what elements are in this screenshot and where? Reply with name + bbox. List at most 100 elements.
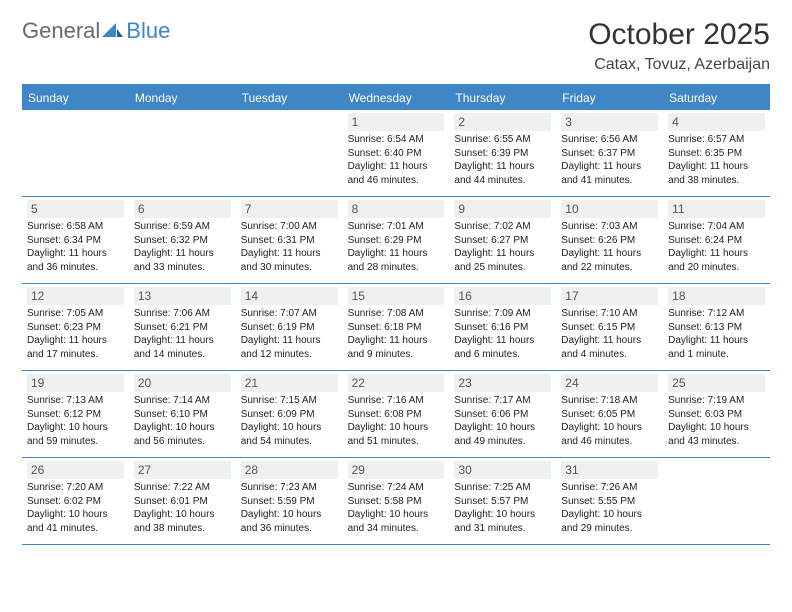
daylight-line: Daylight: 11 hours and 20 minutes.: [668, 247, 765, 274]
calendar-week-row: 5Sunrise: 6:58 AMSunset: 6:34 PMDaylight…: [22, 197, 770, 284]
header: General Blue October 2025 Catax, Tovuz, …: [22, 18, 770, 74]
day-number: 7: [241, 200, 338, 218]
sunrise-line: Sunrise: 7:16 AM: [348, 394, 445, 408]
sunset-line: Sunset: 6:18 PM: [348, 321, 445, 335]
day-number: 16: [454, 287, 551, 305]
calendar-day-cell: 2Sunrise: 6:55 AMSunset: 6:39 PMDaylight…: [449, 110, 556, 196]
sunset-line: Sunset: 5:59 PM: [241, 495, 338, 509]
sunrise-line: Sunrise: 7:25 AM: [454, 481, 551, 495]
daylight-line: Daylight: 11 hours and 22 minutes.: [561, 247, 658, 274]
day-header: Thursday: [449, 86, 556, 110]
day-number: 17: [561, 287, 658, 305]
calendar-day-cell: 16Sunrise: 7:09 AMSunset: 6:16 PMDayligh…: [449, 284, 556, 370]
sunset-line: Sunset: 6:19 PM: [241, 321, 338, 335]
sunset-line: Sunset: 6:21 PM: [134, 321, 231, 335]
sunset-line: Sunset: 6:26 PM: [561, 234, 658, 248]
sunrise-line: Sunrise: 7:05 AM: [27, 307, 124, 321]
day-header: Wednesday: [343, 86, 450, 110]
day-number: 3: [561, 113, 658, 131]
sunrise-line: Sunrise: 7:00 AM: [241, 220, 338, 234]
daylight-line: Daylight: 10 hours and 31 minutes.: [454, 508, 551, 535]
calendar-day-cell: 8Sunrise: 7:01 AMSunset: 6:29 PMDaylight…: [343, 197, 450, 283]
calendar-day-cell: 3Sunrise: 6:56 AMSunset: 6:37 PMDaylight…: [556, 110, 663, 196]
calendar-day-cell: 23Sunrise: 7:17 AMSunset: 6:06 PMDayligh…: [449, 371, 556, 457]
day-number: 1: [348, 113, 445, 131]
sunset-line: Sunset: 6:39 PM: [454, 147, 551, 161]
sunset-line: Sunset: 6:31 PM: [241, 234, 338, 248]
calendar-day-cell: 12Sunrise: 7:05 AMSunset: 6:23 PMDayligh…: [22, 284, 129, 370]
day-number: 29: [348, 461, 445, 479]
calendar-day-cell: 15Sunrise: 7:08 AMSunset: 6:18 PMDayligh…: [343, 284, 450, 370]
daylight-line: Daylight: 11 hours and 4 minutes.: [561, 334, 658, 361]
calendar-day-cell: 25Sunrise: 7:19 AMSunset: 6:03 PMDayligh…: [663, 371, 770, 457]
sunrise-line: Sunrise: 7:04 AM: [668, 220, 765, 234]
title-block: October 2025 Catax, Tovuz, Azerbaijan: [588, 18, 770, 74]
day-number: 19: [27, 374, 124, 392]
sunrise-line: Sunrise: 7:01 AM: [348, 220, 445, 234]
sunrise-line: Sunrise: 7:14 AM: [134, 394, 231, 408]
calendar-day-cell: 9Sunrise: 7:02 AMSunset: 6:27 PMDaylight…: [449, 197, 556, 283]
calendar-day-cell: 22Sunrise: 7:16 AMSunset: 6:08 PMDayligh…: [343, 371, 450, 457]
sunset-line: Sunset: 6:35 PM: [668, 147, 765, 161]
daylight-line: Daylight: 11 hours and 9 minutes.: [348, 334, 445, 361]
sunset-line: Sunset: 6:09 PM: [241, 408, 338, 422]
day-number: 5: [27, 200, 124, 218]
day-number: 4: [668, 113, 765, 131]
calendar-day-cell: 19Sunrise: 7:13 AMSunset: 6:12 PMDayligh…: [22, 371, 129, 457]
calendar-header-row: SundayMondayTuesdayWednesdayThursdayFrid…: [22, 86, 770, 110]
calendar-day-cell: 17Sunrise: 7:10 AMSunset: 6:15 PMDayligh…: [556, 284, 663, 370]
daylight-line: Daylight: 11 hours and 1 minute.: [668, 334, 765, 361]
calendar-day-cell: 18Sunrise: 7:12 AMSunset: 6:13 PMDayligh…: [663, 284, 770, 370]
sunrise-line: Sunrise: 6:59 AM: [134, 220, 231, 234]
calendar-day-cell: 1Sunrise: 6:54 AMSunset: 6:40 PMDaylight…: [343, 110, 450, 196]
day-number: 25: [668, 374, 765, 392]
calendar-day-cell: 11Sunrise: 7:04 AMSunset: 6:24 PMDayligh…: [663, 197, 770, 283]
brand-part2: Blue: [126, 18, 170, 44]
sunset-line: Sunset: 6:23 PM: [27, 321, 124, 335]
sunset-line: Sunset: 5:55 PM: [561, 495, 658, 509]
sunset-line: Sunset: 6:10 PM: [134, 408, 231, 422]
calendar-empty-cell: [22, 110, 129, 196]
calendar-day-cell: 27Sunrise: 7:22 AMSunset: 6:01 PMDayligh…: [129, 458, 236, 544]
day-number: 6: [134, 200, 231, 218]
sunset-line: Sunset: 6:06 PM: [454, 408, 551, 422]
daylight-line: Daylight: 11 hours and 41 minutes.: [561, 160, 658, 187]
daylight-line: Daylight: 10 hours and 29 minutes.: [561, 508, 658, 535]
calendar-day-cell: 31Sunrise: 7:26 AMSunset: 5:55 PMDayligh…: [556, 458, 663, 544]
calendar-day-cell: 4Sunrise: 6:57 AMSunset: 6:35 PMDaylight…: [663, 110, 770, 196]
calendar-day-cell: 21Sunrise: 7:15 AMSunset: 6:09 PMDayligh…: [236, 371, 343, 457]
location-text: Catax, Tovuz, Azerbaijan: [588, 56, 770, 74]
day-number: 20: [134, 374, 231, 392]
calendar-day-cell: 20Sunrise: 7:14 AMSunset: 6:10 PMDayligh…: [129, 371, 236, 457]
daylight-line: Daylight: 11 hours and 28 minutes.: [348, 247, 445, 274]
brand-part1: General: [22, 18, 100, 44]
day-header: Monday: [129, 86, 236, 110]
daylight-line: Daylight: 11 hours and 38 minutes.: [668, 160, 765, 187]
daylight-line: Daylight: 11 hours and 17 minutes.: [27, 334, 124, 361]
daylight-line: Daylight: 10 hours and 43 minutes.: [668, 421, 765, 448]
daylight-line: Daylight: 11 hours and 12 minutes.: [241, 334, 338, 361]
sunset-line: Sunset: 6:40 PM: [348, 147, 445, 161]
sunrise-line: Sunrise: 6:54 AM: [348, 133, 445, 147]
sunrise-line: Sunrise: 6:55 AM: [454, 133, 551, 147]
daylight-line: Daylight: 10 hours and 36 minutes.: [241, 508, 338, 535]
calendar-day-cell: 6Sunrise: 6:59 AMSunset: 6:32 PMDaylight…: [129, 197, 236, 283]
sunrise-line: Sunrise: 7:03 AM: [561, 220, 658, 234]
day-header: Sunday: [22, 86, 129, 110]
sunrise-line: Sunrise: 7:19 AM: [668, 394, 765, 408]
day-number: 11: [668, 200, 765, 218]
day-number: 8: [348, 200, 445, 218]
day-number: 30: [454, 461, 551, 479]
day-number: 18: [668, 287, 765, 305]
day-number: 13: [134, 287, 231, 305]
sunset-line: Sunset: 6:01 PM: [134, 495, 231, 509]
sunrise-line: Sunrise: 6:58 AM: [27, 220, 124, 234]
sunset-line: Sunset: 5:57 PM: [454, 495, 551, 509]
sunrise-line: Sunrise: 7:09 AM: [454, 307, 551, 321]
sunset-line: Sunset: 6:16 PM: [454, 321, 551, 335]
sunset-line: Sunset: 6:27 PM: [454, 234, 551, 248]
daylight-line: Daylight: 10 hours and 46 minutes.: [561, 421, 658, 448]
day-header: Saturday: [663, 86, 770, 110]
day-number: 28: [241, 461, 338, 479]
sunrise-line: Sunrise: 7:23 AM: [241, 481, 338, 495]
